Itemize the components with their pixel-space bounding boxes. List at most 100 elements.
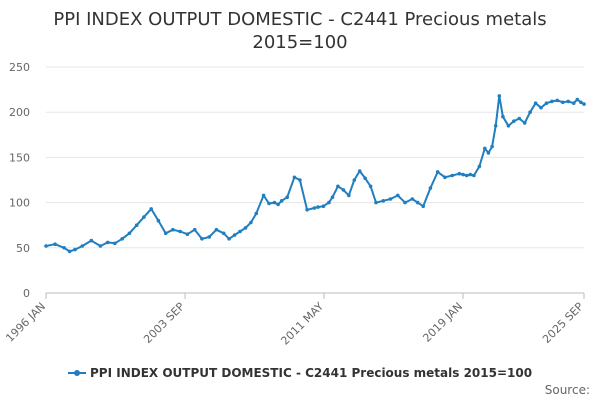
data-point[interactable] (44, 244, 48, 248)
data-point[interactable] (388, 197, 393, 201)
data-point[interactable] (506, 124, 511, 128)
data-point[interactable] (528, 110, 532, 114)
data-point[interactable] (321, 204, 326, 208)
data-point[interactable] (347, 193, 351, 198)
data-point[interactable] (80, 244, 85, 248)
data-point[interactable] (421, 204, 426, 208)
data-point[interactable] (368, 184, 373, 189)
data-point[interactable] (243, 226, 248, 230)
data-point[interactable] (341, 188, 346, 192)
data-point[interactable] (185, 232, 190, 236)
data-point[interactable] (336, 184, 340, 189)
data-point[interactable] (381, 199, 386, 203)
data-point[interactable] (415, 200, 420, 205)
data-point[interactable] (330, 195, 335, 199)
gridlines (46, 66, 584, 294)
data-point[interactable] (305, 208, 309, 212)
data-point[interactable] (575, 97, 580, 102)
y-tick-label: 250 (9, 61, 30, 74)
chart-title-line-2: 2015=100 (252, 32, 347, 53)
data-point[interactable] (127, 231, 132, 236)
data-point[interactable] (539, 105, 543, 110)
data-point[interactable] (298, 178, 302, 182)
data-point[interactable] (254, 211, 259, 216)
data-point[interactable] (171, 227, 175, 232)
data-point[interactable] (374, 200, 378, 205)
data-point[interactable] (512, 119, 516, 123)
data-point[interactable] (468, 172, 473, 177)
data-point[interactable] (550, 99, 554, 104)
data-point[interactable] (238, 229, 242, 234)
data-point[interactable] (428, 186, 433, 190)
data-point[interactable] (579, 100, 583, 105)
data-point[interactable] (582, 102, 586, 106)
data-point[interactable] (149, 207, 153, 211)
data-point[interactable] (178, 229, 182, 234)
data-point[interactable] (232, 233, 237, 237)
data-point[interactable] (483, 146, 487, 151)
data-point[interactable] (363, 176, 367, 180)
data-point[interactable] (285, 195, 290, 199)
data-point[interactable] (89, 238, 94, 243)
data-point[interactable] (105, 240, 110, 245)
data-point[interactable] (522, 121, 527, 125)
data-point[interactable] (544, 101, 549, 105)
data-point[interactable] (73, 247, 77, 252)
data-point[interactable] (134, 223, 139, 227)
data-point[interactable] (62, 246, 66, 250)
data-point[interactable] (497, 94, 502, 98)
data-point[interactable] (357, 169, 362, 173)
data-point[interactable] (571, 101, 576, 105)
data-point[interactable] (53, 242, 57, 246)
data-point[interactable] (403, 200, 407, 205)
x-tick-label: 2025 SEP (540, 300, 586, 346)
data-point[interactable] (113, 241, 117, 246)
data-point[interactable] (267, 201, 271, 206)
data-point[interactable] (493, 124, 498, 128)
data-point[interactable] (457, 171, 462, 176)
data-point[interactable] (410, 197, 415, 201)
data-point[interactable] (207, 235, 211, 239)
data-point[interactable] (98, 244, 103, 248)
data-point[interactable] (486, 151, 491, 155)
x-tick-label: 1996 JAN (3, 300, 48, 345)
data-point[interactable] (227, 237, 231, 241)
data-point[interactable] (517, 116, 522, 121)
data-point[interactable] (163, 231, 168, 236)
data-point[interactable] (156, 218, 161, 223)
data-point[interactable] (477, 164, 482, 169)
data-point[interactable] (490, 144, 494, 149)
data-point[interactable] (352, 178, 357, 182)
data-point[interactable] (312, 206, 317, 210)
data-point[interactable] (142, 215, 146, 219)
data-point[interactable] (472, 173, 476, 178)
data-point[interactable] (501, 114, 505, 119)
x-tick-label: 2011 MAY (278, 300, 326, 348)
legend[interactable]: PPI INDEX OUTPUT DOMESTIC - C2441 Precio… (68, 366, 532, 380)
data-point[interactable] (221, 231, 226, 236)
x-tick-label: 2019 JAN (420, 300, 465, 345)
data-point[interactable] (561, 100, 565, 105)
data-point[interactable] (249, 220, 253, 225)
data-point[interactable] (443, 175, 447, 180)
data-point[interactable] (555, 98, 560, 103)
data-point[interactable] (316, 205, 320, 209)
data-point[interactable] (192, 227, 197, 232)
data-point[interactable] (261, 193, 266, 198)
data-point[interactable] (435, 170, 440, 174)
data-point[interactable] (272, 200, 277, 205)
data-point[interactable] (533, 101, 538, 105)
data-point[interactable] (279, 199, 284, 203)
data-point[interactable] (327, 200, 331, 205)
data-point[interactable] (464, 173, 469, 178)
data-point[interactable] (292, 175, 297, 180)
data-point[interactable] (67, 249, 72, 254)
data-point[interactable] (276, 202, 280, 207)
data-point[interactable] (396, 193, 400, 198)
data-point[interactable] (120, 237, 124, 241)
data-point[interactable] (566, 99, 570, 104)
data-point[interactable] (214, 227, 219, 232)
data-point[interactable] (461, 172, 465, 177)
data-point[interactable] (450, 173, 455, 178)
data-point[interactable] (200, 237, 204, 241)
